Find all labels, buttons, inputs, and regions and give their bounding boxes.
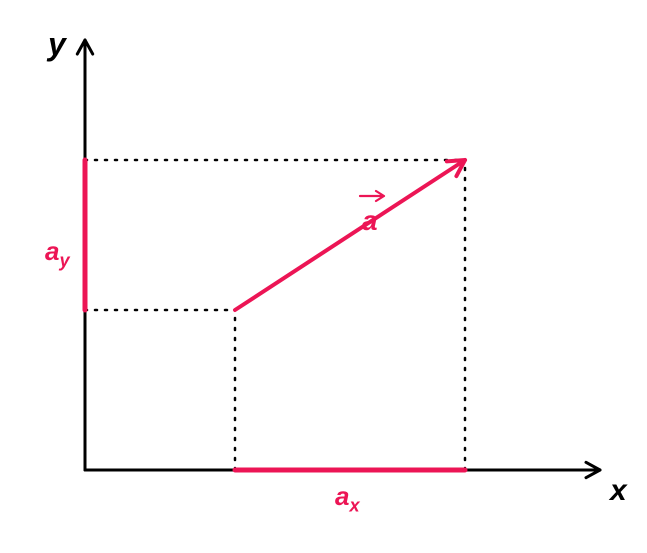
vector-diagram: x y ax ay a <box>0 0 647 553</box>
vector-label-arrow-icon <box>360 191 384 201</box>
vector-a-label: a <box>362 205 378 236</box>
y-axis-label: y <box>46 26 68 62</box>
x-component-label: ax <box>335 481 360 516</box>
y-component-label: ay <box>45 236 70 271</box>
x-axis-label: x <box>608 474 628 507</box>
vector-a <box>235 160 465 310</box>
